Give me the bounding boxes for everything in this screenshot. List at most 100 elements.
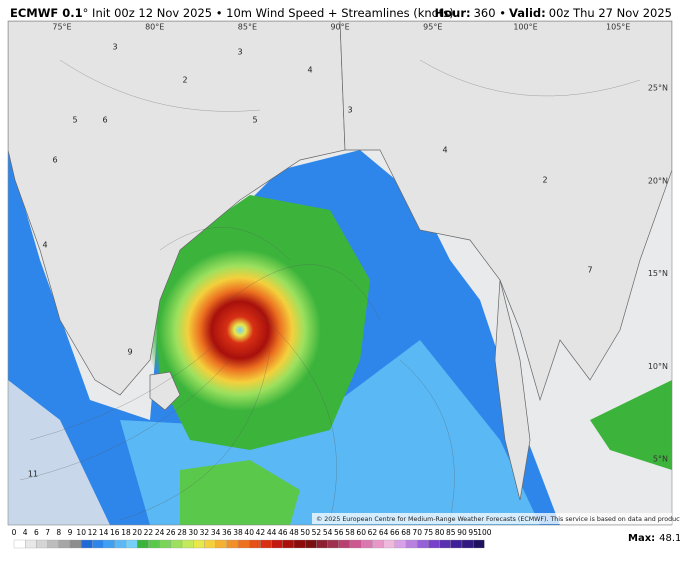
colorbar-swatch: [137, 539, 149, 549]
colorbar-swatch: [327, 539, 339, 549]
colorbar-tick-label: 75: [424, 528, 434, 537]
colorbar-swatch: [394, 539, 407, 549]
wind-label: 3: [347, 106, 352, 115]
colorbar-swatch: [361, 539, 373, 549]
lat-label: 10°N: [648, 362, 668, 371]
colorbar-swatch: [428, 539, 440, 549]
colorbar-tick-label: 40: [244, 528, 254, 537]
colorbar-tick-label: 10: [76, 528, 86, 537]
colorbar-tick-label: 46: [278, 528, 288, 537]
colorbar-swatch: [58, 539, 71, 549]
colorbar-swatch: [103, 539, 115, 549]
map-area: [8, 21, 672, 525]
colorbar-tick-label: 6: [34, 528, 39, 537]
colorbar-swatch: [69, 539, 82, 549]
colorbar-tick-label: 12: [88, 528, 98, 537]
wind-label: 4: [442, 146, 447, 155]
colorbar-tick-label: 48: [289, 528, 299, 537]
wind-label: 2: [182, 76, 187, 85]
lat-label: 5°N: [653, 455, 668, 464]
wind-label: 7: [587, 266, 592, 275]
colorbar-tick-label: 66: [390, 528, 400, 537]
colorbar-tick-label: 0: [12, 528, 17, 537]
colorbar-tick-label: 18: [121, 528, 131, 537]
colorbar-tick-label: 90: [457, 528, 467, 537]
colorbar-swatch: [226, 539, 239, 549]
max-value: 48.1: [659, 533, 680, 544]
valid-label: Valid:: [509, 6, 546, 20]
colorbar-tick-label: 30: [188, 528, 198, 537]
brand: ECMWF 0.1: [10, 6, 83, 20]
wind-label: 6: [102, 116, 107, 125]
colorbar-tick-label: 62: [368, 528, 378, 537]
colorbar-tick-label: 28: [177, 528, 187, 537]
colorbar-swatch: [193, 539, 205, 549]
lat-label: 25°N: [648, 84, 668, 93]
colorbar-swatch: [417, 539, 429, 549]
colorbar-swatch: [372, 539, 384, 549]
colorbar-tick-label: 42: [256, 528, 266, 537]
colorbar-swatch: [81, 539, 93, 549]
wind-label: 11: [28, 470, 38, 479]
colorbar-swatch: [405, 539, 418, 549]
colorbar-swatch: [36, 539, 48, 549]
colorbar-swatch: [305, 539, 317, 549]
colorbar-tick-label: 50: [300, 528, 310, 537]
wind-label: 5: [72, 116, 77, 125]
colorbar-tick-label: 8: [56, 528, 61, 537]
colorbar-tick-label: 58: [345, 528, 355, 537]
colorbar-swatch: [450, 539, 463, 549]
colorbar-swatch: [148, 539, 160, 549]
lon-label: 75°E: [52, 23, 71, 32]
colorbar-tick-label: 34: [211, 528, 221, 537]
header-left: ECMWF 0.1° Init 00z 12 Nov 2025 • 10m Wi…: [10, 6, 454, 20]
wind-label: 3: [237, 48, 242, 57]
colorbar-swatch: [293, 539, 306, 549]
wind-label: 9: [127, 348, 132, 357]
colorbar-swatch: [271, 539, 283, 549]
colorbar-swatch: [170, 539, 183, 549]
colorbar-tick-label: 68: [401, 528, 411, 537]
colorbar-tick-label: 54: [323, 528, 333, 537]
colorbar-swatch: [473, 539, 485, 549]
wind-label: 6: [52, 156, 57, 165]
lon-label: 100°E: [513, 23, 537, 32]
colorbar-tick-label: 14: [99, 528, 109, 537]
colorbar-swatch: [25, 539, 37, 549]
colorbar-tick-label: 20: [132, 528, 142, 537]
colorbar-swatch: [47, 539, 59, 549]
hour-value: 360 •: [474, 6, 506, 20]
lon-label: 90°E: [330, 23, 349, 32]
colorbar-tick-label: 52: [312, 528, 322, 537]
wind-label: 4: [42, 241, 47, 250]
max-text: Max: 48.1: [628, 533, 680, 544]
colorbar-tick-label: 56: [334, 528, 344, 537]
colorbar-tick-label: 32: [200, 528, 210, 537]
colorbar-swatch: [92, 539, 104, 549]
lon-label: 80°E: [145, 23, 164, 32]
wind-label: 3: [112, 43, 117, 52]
colorbar-swatch: [282, 539, 295, 549]
colorbar-swatch: [338, 539, 351, 549]
colorbar-swatch: [13, 539, 26, 549]
valid-value: 00z Thu 27 Nov 2025: [549, 6, 672, 20]
lon-label: 85°E: [238, 23, 257, 32]
colorbar-swatch: [215, 539, 227, 549]
map-frame: [7, 20, 673, 526]
colorbar-swatch: [260, 539, 272, 549]
colorbar-tick-label: 80: [435, 528, 445, 537]
colorbar-swatch: [461, 539, 474, 549]
colorbar-tick-label: 26: [166, 528, 176, 537]
lon-label: 105°E: [606, 23, 630, 32]
colorbar-tick-label: 38: [233, 528, 243, 537]
colorbar-tick-label: 95: [468, 528, 478, 537]
lat-label: 15°N: [648, 269, 668, 278]
colorbar-tick-label: 16: [110, 528, 120, 537]
colorbar-swatch: [349, 539, 362, 549]
colorbar-tick-label: 24: [155, 528, 165, 537]
colorbar-tick-label: 7: [45, 528, 50, 537]
colorbar-swatch: [383, 539, 395, 549]
colorbar-swatch: [181, 539, 194, 549]
max-label: Max:: [628, 533, 655, 544]
colorbar-swatch: [249, 539, 261, 549]
